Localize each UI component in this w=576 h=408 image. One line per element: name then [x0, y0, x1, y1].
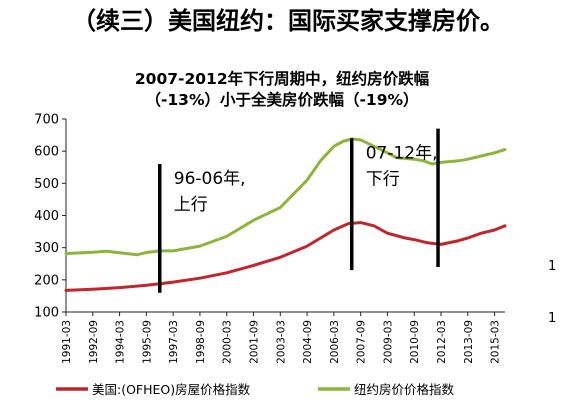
y-tick-label: 400 — [34, 209, 59, 224]
x-tick-label: 2010-09 — [409, 320, 421, 364]
period-markers: 96-06年, 上行 07-12年, 下行 — [158, 128, 440, 293]
period-marker-label: 07-12年, — [366, 143, 438, 163]
side-mark: 1 — [548, 311, 556, 326]
axes: 100 200 300 400 500 600 700 1991-03 1992-09 1994-… — [34, 113, 505, 364]
x-tick-label: 2000-03 — [222, 320, 234, 364]
x-tick-label: 2004-09 — [302, 320, 314, 364]
y-tick-label: 200 — [34, 273, 59, 288]
x-tick-label: 2009-03 — [382, 320, 394, 364]
x-tick-label: 1994-03 — [115, 320, 127, 364]
period-marker-label: 上行 — [174, 195, 208, 215]
x-tick-label: 1995-09 — [141, 320, 153, 364]
y-tick-label: 600 — [34, 145, 59, 160]
x-tick-label: 2007-09 — [356, 320, 368, 364]
y-tick-label: 500 — [34, 177, 59, 192]
y-tick-label: 100 — [34, 306, 59, 321]
period-marker-label: 下行 — [366, 169, 400, 189]
series-line-ny — [64, 137, 507, 257]
x-tick-label: 2006-03 — [329, 320, 341, 364]
legend: 美国:(OFHEO)房屋价格指数 纽约房价价格指数 — [56, 382, 455, 397]
x-tick-label: 1992-09 — [88, 320, 100, 364]
y-tick-label: 300 — [34, 241, 59, 256]
chart-title-line-2: （-13%）小于全美房价跌幅（-19%） — [145, 90, 418, 109]
x-tick-label: 2015-03 — [490, 320, 502, 364]
x-tick-label: 2013-09 — [463, 320, 475, 364]
x-tick-label: 2001-09 — [249, 320, 261, 364]
x-tick-label: 2012-03 — [436, 320, 448, 364]
x-tick-label: 1998-09 — [195, 320, 207, 364]
y-tick-label: 700 — [34, 113, 59, 128]
page-headline: （续三）美国纽约：国际买家支撑房价。 — [72, 7, 504, 35]
legend-label-ny: 纽约房价价格指数 — [354, 382, 455, 397]
legend-label-us: 美国:(OFHEO)房屋价格指数 — [92, 382, 251, 397]
period-marker-label: 96-06年, — [174, 169, 246, 189]
side-mark: 1 — [548, 259, 556, 274]
chart-title-line-1: 2007-2012年下行周期中，纽约房价跌幅 — [135, 69, 430, 88]
x-tick-label: 1997-03 — [168, 320, 180, 364]
x-tick-label: 1991-03 — [61, 320, 73, 364]
x-tick-label: 2003-03 — [275, 320, 287, 364]
